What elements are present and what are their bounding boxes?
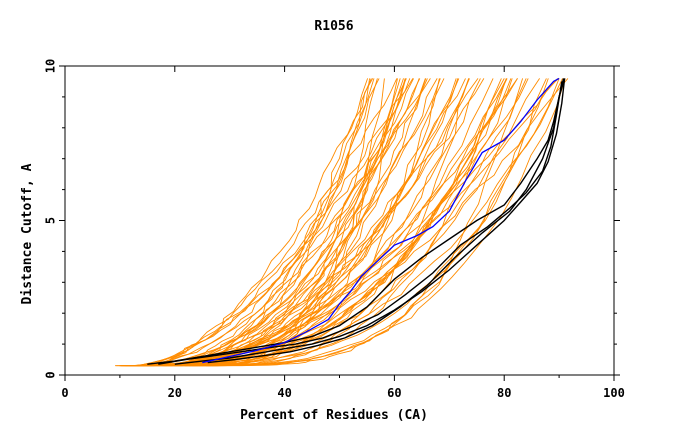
reference-line [174,78,566,365]
reference-line [147,78,566,365]
model-line [170,78,540,367]
model-line [142,78,398,367]
y-axis: 0 5 10 [44,59,620,379]
model-line [125,78,414,367]
x-tick-label: 0 [61,386,68,400]
x-tick-label: 100 [603,386,625,400]
model-lines [115,78,569,367]
y-tick-label: 10 [44,59,58,73]
x-axis-label: Percent of Residues (CA) [240,408,428,423]
x-axis: 0 20 40 60 80 100 [61,66,625,400]
model-line [193,78,512,367]
model-line [115,78,459,367]
chart-title: R1056 [314,19,353,34]
model-line [147,78,374,367]
x-tick-label: 80 [497,386,511,400]
highlight-line [202,77,560,364]
x-tick-label: 60 [387,386,401,400]
model-line [157,78,479,367]
y-axis-label: Distance Cutoff, A [20,163,35,304]
x-tick-label: 40 [277,386,291,400]
model-line [184,78,566,367]
reference-lines [147,78,566,365]
model-line [163,78,502,367]
x-tick-label: 20 [168,386,182,400]
y-tick-label: 0 [44,371,58,378]
highlight-line-group [202,77,560,364]
model-line [212,78,524,367]
reference-line [207,78,565,364]
model-line [149,78,420,367]
plot-area [64,65,615,376]
model-line [133,78,427,367]
model-line [143,78,411,367]
model-line [170,78,406,367]
model-line [135,78,375,367]
y-tick-label: 5 [44,217,58,224]
